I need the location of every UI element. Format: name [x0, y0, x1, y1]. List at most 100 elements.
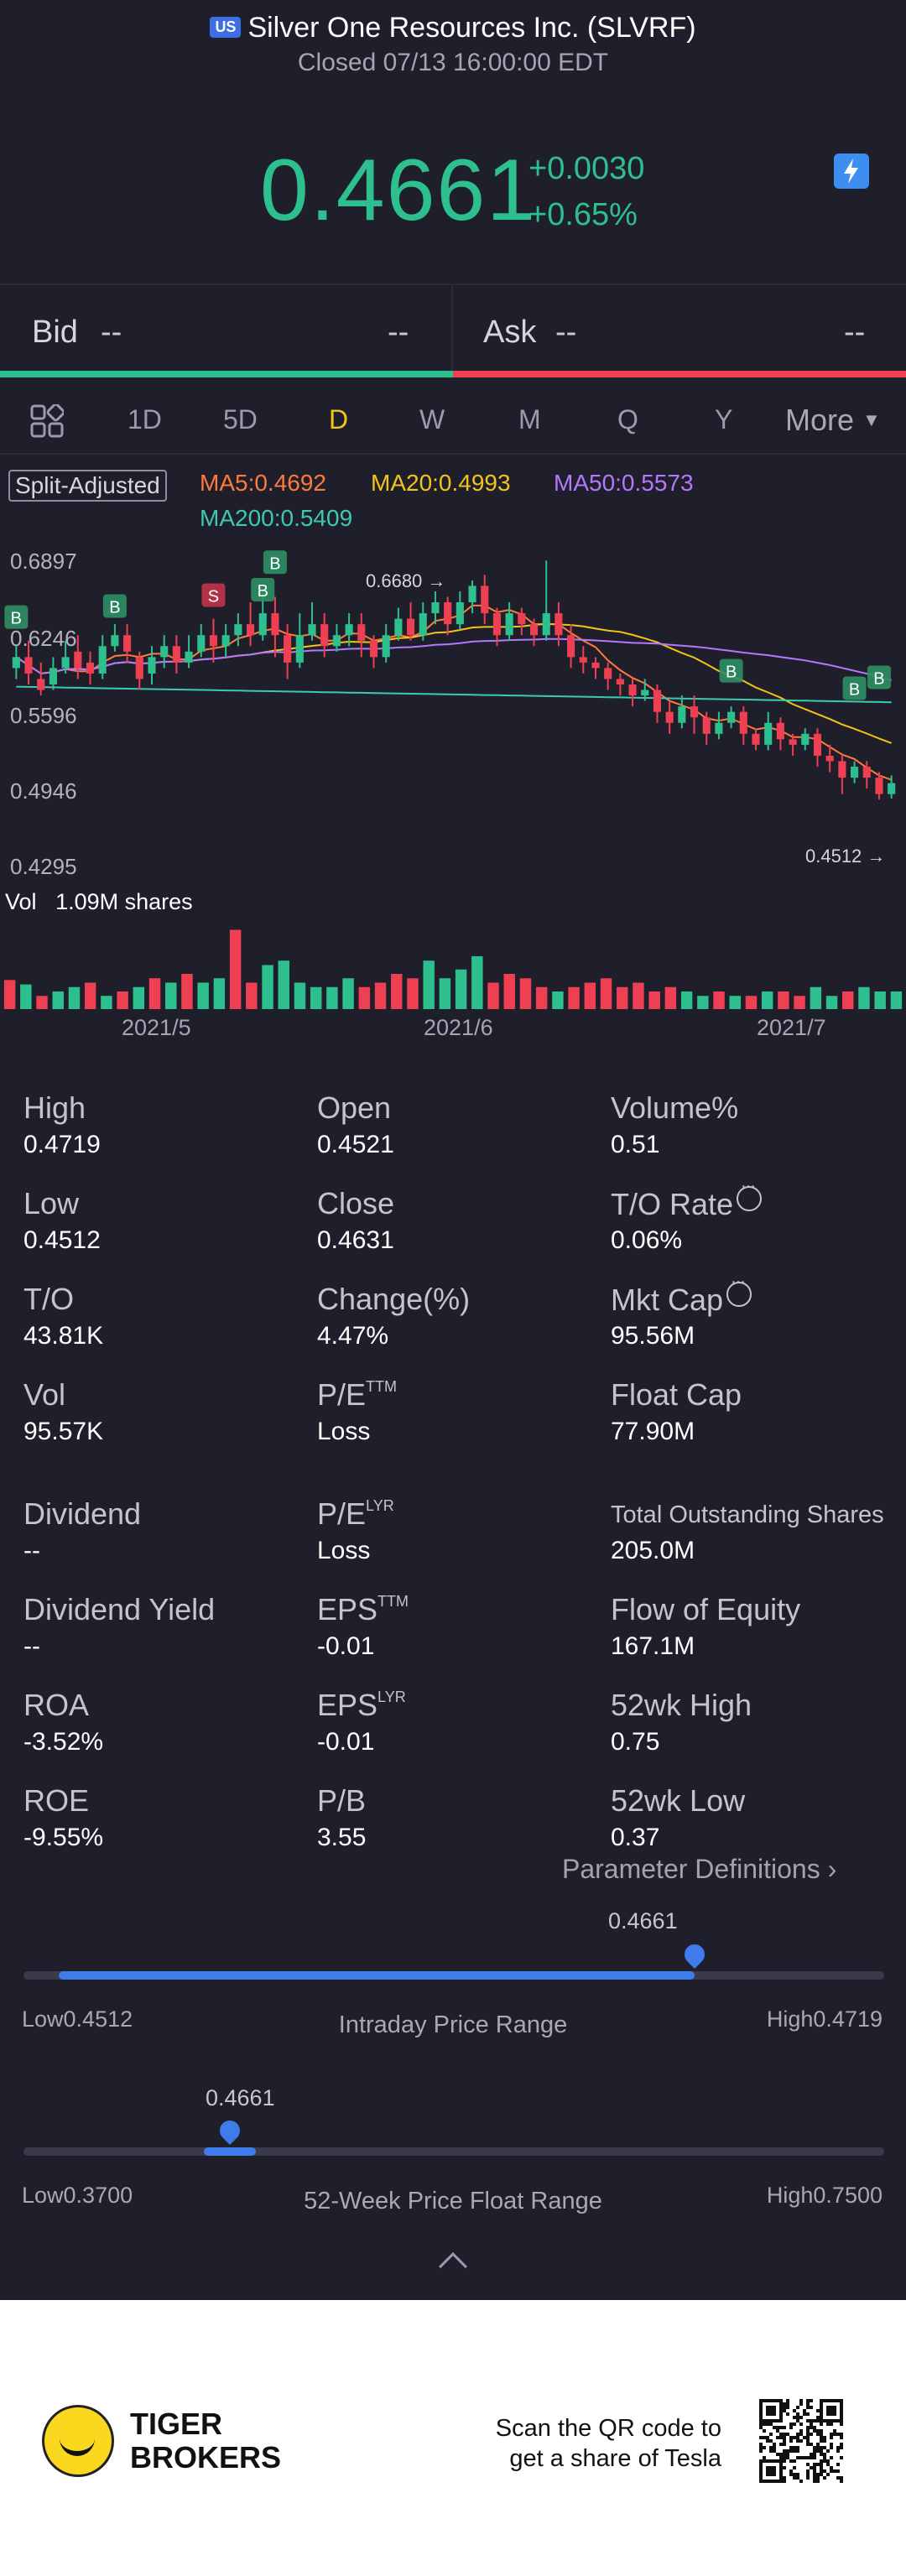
stat-value: -0.01 [317, 1632, 375, 1660]
qr-code-icon[interactable] [759, 2399, 843, 2483]
candle-body [875, 778, 883, 794]
stat-value: -9.55% [23, 1824, 104, 1851]
candle-body [801, 733, 810, 745]
candle-body [185, 651, 193, 663]
candle-body [505, 613, 513, 636]
min-price-marker: 0.4512 → [805, 846, 885, 867]
stat-label-text: 52wk High [611, 1688, 752, 1722]
tab-w[interactable]: W [419, 404, 445, 435]
volume-bar [874, 991, 886, 1009]
tab-y[interactable]: Y [715, 404, 733, 435]
volume-bar [165, 982, 177, 1009]
collapse-chevron-icon[interactable] [439, 2252, 467, 2281]
volume-bar [778, 991, 789, 1009]
stat-label-superscript: TTM [366, 1378, 398, 1395]
flash-order-icon[interactable] [834, 154, 869, 189]
candle-body [567, 635, 575, 658]
volume-bar [680, 991, 693, 1009]
intraday-range-title: Intraday Price Range [338, 2011, 568, 2038]
volume-bar [197, 982, 209, 1009]
info-more-icon[interactable] [726, 1272, 752, 1307]
week52-high: High0.7500 [766, 2183, 883, 2208]
stat-label-superscript: LYR [378, 1689, 406, 1705]
candle-body [591, 662, 600, 669]
volume-bar [487, 982, 499, 1009]
volume-bar [391, 974, 403, 1009]
stat-label-text: T/O Rate [611, 1187, 734, 1221]
candle-body [12, 657, 20, 669]
candle-body [308, 624, 316, 636]
tab-m[interactable]: M [518, 404, 541, 435]
candle-body [284, 635, 292, 663]
stat-label-text: ROA [23, 1688, 90, 1722]
volume-bar [584, 982, 596, 1009]
stat-label: T/O [23, 1282, 74, 1317]
stat-label-text: Low [23, 1186, 80, 1220]
stat-value: 95.57K [23, 1418, 104, 1445]
volume-bar [181, 974, 193, 1009]
buy-marker: B [867, 665, 891, 690]
candle-body [555, 613, 563, 636]
stat-label: Open [317, 1090, 391, 1126]
candle-body [61, 657, 70, 669]
split-adjusted-toggle[interactable]: Split-Adjusted [8, 470, 167, 502]
ma-line [15, 637, 892, 681]
caret-down-icon: ▼ [862, 409, 881, 430]
candle-body [209, 635, 218, 647]
parameter-definitions-link[interactable]: Parameter Definitions › [562, 1854, 836, 1885]
stat-label: Change(%) [317, 1282, 470, 1317]
candle-body [382, 635, 390, 658]
stat-label-text: Flow of Equity [611, 1592, 801, 1626]
candle-body [456, 602, 464, 625]
stat-label-text: Volume% [611, 1090, 739, 1125]
stat-label: Mkt Cap [611, 1272, 752, 1318]
grid-layout-icon[interactable] [30, 403, 65, 442]
ma200-label: MA200:0.5409 [200, 505, 353, 531]
stat-value: -0.01 [317, 1728, 375, 1756]
candle-body [542, 613, 550, 636]
scan-line-2: get a share of Tesla [509, 2445, 721, 2472]
tab-d[interactable]: D [329, 404, 349, 435]
stat-label-superscript: TTM [378, 1593, 409, 1610]
intraday-marker-icon [680, 1940, 710, 1969]
volume-title: Vol [5, 889, 37, 914]
candle-body [172, 646, 180, 663]
volume-bar [810, 986, 822, 1009]
bid-ask-divider [451, 285, 453, 377]
candle-body [702, 717, 711, 734]
x-label-may: 2021/5 [122, 1015, 191, 1040]
ask-price: -- [555, 315, 577, 350]
buy-marker: B [102, 594, 127, 618]
tab-5d[interactable]: 5D [223, 404, 258, 435]
candle-body [838, 761, 846, 778]
volume-bar [664, 986, 677, 1009]
intraday-range-fill [59, 1971, 695, 1980]
volume-bar [745, 996, 758, 1009]
volume-value: 1.09M shares [55, 889, 193, 914]
scan-promo-text: Scan the QR code to get a share of Tesla [470, 2413, 721, 2474]
volume-bar [858, 986, 870, 1009]
stat-value: 167.1M [611, 1632, 695, 1660]
info-more-icon[interactable] [737, 1177, 763, 1211]
tab-q[interactable]: Q [617, 404, 638, 435]
volume-bar [84, 982, 96, 1009]
candle-body [345, 624, 353, 636]
candle-body [851, 767, 859, 778]
bid-strength-bar [0, 371, 453, 377]
volume-bar [519, 978, 532, 1009]
stat-value: -- [23, 1632, 40, 1660]
week52-range-title: 52-Week Price Float Range [304, 2188, 602, 2214]
candle-body [148, 657, 156, 674]
market-status: Closed 07/13 16:00:00 EDT [297, 49, 609, 76]
tab-more[interactable]: More ▼ [785, 403, 881, 438]
volume-bar [535, 986, 548, 1009]
stat-value: 0.75 [611, 1728, 660, 1756]
candle-body [419, 613, 427, 636]
buy-marker: B [719, 658, 743, 683]
stat-label-text: ROE [23, 1783, 90, 1818]
stat-value: -3.52% [23, 1728, 104, 1756]
tab-1d[interactable]: 1D [128, 404, 162, 435]
bid-size: -- [388, 315, 409, 350]
stat-label-text: Float Cap [611, 1377, 742, 1412]
